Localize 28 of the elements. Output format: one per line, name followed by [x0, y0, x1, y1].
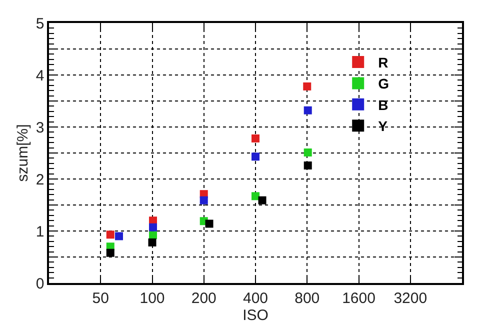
- x-tick-label: 1600: [342, 290, 376, 307]
- y-tick-label: 5: [36, 15, 44, 32]
- legend-label: Y: [378, 118, 388, 134]
- x-tick-label: 3200: [394, 290, 428, 307]
- x-tick-label: 400: [242, 290, 268, 307]
- y-tick-label: 2: [36, 171, 44, 188]
- legend-label: R: [378, 54, 388, 70]
- point: [304, 148, 312, 156]
- x-tick-label: 200: [191, 290, 216, 307]
- point: [304, 106, 312, 114]
- x-tick-label: 100: [140, 290, 165, 307]
- y-tick-label: 3: [36, 119, 44, 136]
- x-axis-title: ISO: [242, 306, 268, 324]
- point: [303, 82, 312, 90]
- point: [148, 223, 157, 232]
- legend-label: G: [378, 76, 390, 92]
- point: [252, 192, 260, 200]
- point: [252, 134, 260, 142]
- point: [200, 196, 208, 204]
- y-axis-title: szum[%]: [14, 124, 32, 182]
- point: [148, 238, 156, 246]
- x-tick-label: 50: [92, 290, 109, 307]
- y-tick-label: 0: [36, 275, 44, 292]
- point: [252, 152, 260, 161]
- point: [304, 161, 312, 170]
- x-tick-label: 800: [294, 290, 320, 307]
- y-tick-label: 1: [36, 223, 44, 240]
- y-tick-label: 4: [36, 67, 44, 84]
